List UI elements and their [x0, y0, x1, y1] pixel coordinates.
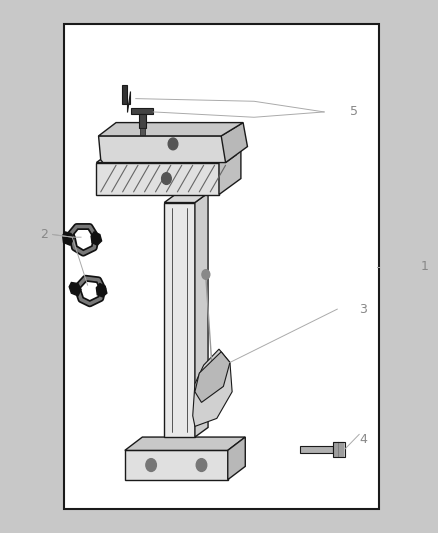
Polygon shape — [122, 85, 130, 112]
Bar — [64, 24, 379, 509]
Polygon shape — [99, 123, 243, 136]
Text: 1: 1 — [420, 260, 428, 273]
Polygon shape — [140, 128, 145, 135]
Circle shape — [162, 173, 171, 184]
Circle shape — [196, 458, 207, 472]
Polygon shape — [195, 193, 208, 437]
Polygon shape — [96, 147, 241, 163]
Text: 3: 3 — [359, 303, 367, 316]
Text: 5: 5 — [350, 106, 358, 118]
Circle shape — [168, 138, 178, 150]
Polygon shape — [228, 437, 245, 480]
Polygon shape — [164, 203, 195, 437]
Polygon shape — [96, 284, 107, 297]
Polygon shape — [164, 193, 208, 203]
Polygon shape — [219, 147, 241, 195]
Polygon shape — [69, 282, 81, 296]
Polygon shape — [125, 450, 228, 480]
Polygon shape — [125, 437, 245, 450]
Polygon shape — [139, 114, 146, 128]
Polygon shape — [333, 442, 345, 457]
Text: 4: 4 — [359, 433, 367, 446]
Polygon shape — [195, 352, 230, 402]
Polygon shape — [131, 108, 153, 114]
Circle shape — [202, 270, 210, 279]
Polygon shape — [221, 123, 247, 163]
Circle shape — [146, 458, 156, 472]
Polygon shape — [96, 163, 219, 195]
Polygon shape — [91, 232, 102, 245]
Polygon shape — [99, 136, 237, 163]
Polygon shape — [300, 446, 333, 453]
Polygon shape — [193, 349, 232, 426]
Text: 2: 2 — [40, 228, 48, 241]
Circle shape — [215, 379, 223, 389]
Polygon shape — [63, 232, 74, 245]
